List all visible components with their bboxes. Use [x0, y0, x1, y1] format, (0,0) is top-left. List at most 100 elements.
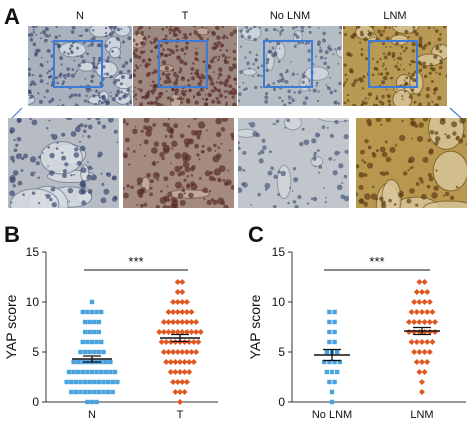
data-point [174, 379, 181, 385]
data-point [193, 329, 200, 335]
data-point [419, 379, 425, 385]
data-point [406, 319, 412, 325]
data-point [408, 339, 415, 345]
y-tick-label: 5 [278, 345, 285, 359]
data-point [69, 389, 74, 395]
scatter-chart-c: 0 5 10 15 YAP score No LNM LNM *** [247, 245, 466, 421]
data-point [99, 339, 104, 345]
data-point [186, 369, 193, 375]
ihc-overview-n [28, 26, 132, 106]
data-point [174, 309, 181, 315]
data-point [432, 319, 438, 325]
data-point [179, 299, 186, 305]
y-tick-label: 15 [272, 245, 286, 259]
data-point [96, 329, 102, 335]
data-point [181, 389, 188, 395]
data-point [76, 359, 81, 365]
data-point [92, 329, 97, 335]
data-point [177, 369, 183, 375]
data-point [188, 329, 195, 335]
data-point [76, 369, 81, 375]
data-point [174, 329, 181, 335]
data-point [87, 349, 92, 355]
data-point [419, 359, 425, 365]
x-tick-label: LNM [410, 409, 433, 421]
zoom-region-box [53, 40, 103, 88]
data-point [324, 349, 329, 355]
data-point [332, 329, 337, 335]
zoom-region-box [263, 40, 313, 88]
scatter-chart-b: 0 5 10 15 YAP score N T *** [3, 245, 218, 421]
data-point [426, 299, 433, 305]
data-point [335, 369, 340, 375]
data-point [108, 359, 113, 365]
data-point [329, 399, 335, 405]
panel-label-a: A [4, 4, 20, 29]
data-point [179, 289, 186, 295]
data-point [87, 389, 92, 395]
data-point [64, 379, 69, 385]
x-tick-label: T [177, 409, 184, 421]
data-point [179, 329, 186, 335]
data-point [186, 339, 193, 345]
significance-label: *** [128, 254, 143, 269]
data-point [179, 319, 186, 325]
data-point [105, 379, 111, 385]
data-point [94, 369, 99, 375]
ihc-title-lnm: LNM [383, 10, 407, 22]
y-tick-label: 15 [26, 245, 40, 259]
y-tick-label: 10 [26, 295, 40, 309]
data-point [195, 339, 202, 345]
panel-label-b: B [4, 222, 20, 247]
data-point [85, 309, 90, 315]
data-point [424, 339, 431, 345]
data-point [416, 279, 423, 285]
data-point [82, 349, 88, 355]
data-point [177, 399, 183, 405]
data-point [411, 299, 418, 305]
data-point [174, 299, 181, 305]
data-point [92, 319, 97, 325]
data-point [416, 299, 423, 305]
data-point [416, 319, 423, 325]
data-point [170, 379, 177, 385]
data-point [99, 359, 104, 365]
data-point [73, 389, 79, 395]
ihc-overview-t [133, 26, 237, 106]
y-tick-label: 5 [32, 345, 39, 359]
data-point [92, 379, 97, 385]
data-point [327, 319, 332, 325]
data-point [179, 279, 186, 285]
data-point [110, 389, 115, 395]
data-point [165, 319, 172, 325]
data-point [421, 319, 428, 325]
data-point [408, 309, 415, 315]
data-point [165, 349, 172, 355]
data-point [421, 299, 428, 305]
data-point [411, 319, 418, 325]
data-point [89, 309, 95, 315]
data-point [406, 329, 412, 335]
data-point [190, 339, 197, 345]
data-point [416, 349, 423, 355]
y-tick-label: 10 [272, 295, 286, 309]
data-point [179, 309, 186, 315]
data-point [87, 329, 92, 335]
data-point [99, 309, 104, 315]
data-point [177, 389, 183, 395]
data-point [69, 379, 74, 385]
data-point [92, 389, 97, 395]
data-point [424, 359, 431, 365]
data-point [188, 349, 195, 355]
data-point [411, 349, 418, 355]
data-point [421, 349, 428, 355]
data-point [73, 379, 79, 385]
data-point [190, 359, 197, 365]
x-tick-label: N [88, 409, 96, 421]
data-point [329, 369, 335, 375]
data-point [85, 399, 90, 405]
data-point [160, 349, 167, 355]
data-point [429, 339, 436, 345]
data-point [85, 339, 90, 345]
data-point [89, 339, 95, 345]
